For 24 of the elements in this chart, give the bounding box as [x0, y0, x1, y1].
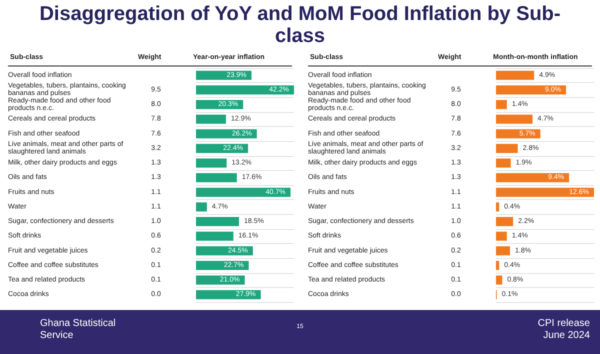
- bar: [196, 114, 226, 124]
- bar: [196, 158, 227, 168]
- bar: [496, 144, 518, 153]
- bar: [496, 202, 500, 212]
- bar: [196, 232, 234, 241]
- bar: [196, 217, 239, 226]
- bar: [196, 188, 291, 197]
- bar: [496, 173, 570, 182]
- bar: [496, 232, 507, 241]
- bar: [196, 173, 237, 182]
- chart-title: Disaggregation of YoY and MoM Food Inflation by Sub-class: [38, 2, 562, 49]
- bar: [496, 276, 502, 285]
- bar: [196, 202, 207, 212]
- bar: [496, 70, 534, 80]
- bar: [496, 217, 514, 226]
- bar: [496, 114, 533, 124]
- bar: [196, 85, 294, 94]
- bar: [496, 260, 500, 270]
- bar: [496, 100, 507, 110]
- bar: [496, 85, 566, 94]
- bar: [196, 290, 261, 300]
- bar: [496, 246, 510, 256]
- bar: [496, 188, 594, 197]
- bar: [496, 158, 511, 168]
